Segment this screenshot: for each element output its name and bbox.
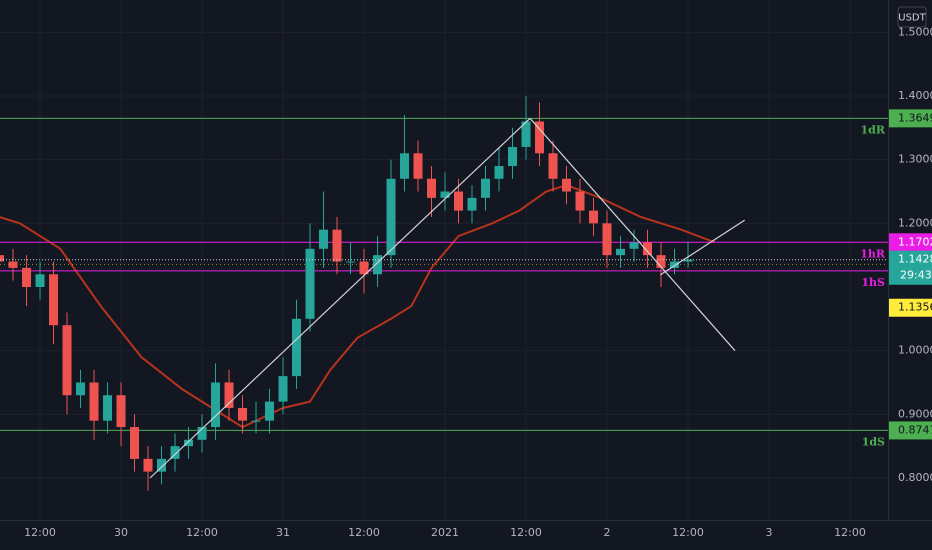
y-tick-label: 1.4000 — [898, 89, 932, 102]
candle-body — [8, 261, 18, 268]
candle-body — [143, 458, 153, 472]
candle-body — [157, 458, 167, 472]
x-tick-label: 12:00 — [834, 526, 866, 539]
candle-body — [548, 153, 558, 179]
candle-body — [22, 267, 32, 287]
price-label: 1.3649 — [898, 111, 932, 124]
x-tick-label: 12:00 — [672, 526, 704, 539]
x-tick-label: 31 — [276, 526, 290, 539]
candle-body — [589, 210, 599, 224]
candle-body — [575, 191, 585, 211]
candle-body — [616, 248, 626, 256]
plot-area: 1dR 1hR 1hS 1dS — [0, 0, 888, 520]
x-tick-label: 12:00 — [510, 526, 542, 539]
y-tick-label: 1.2000 — [898, 216, 932, 229]
candle-body — [494, 166, 504, 179]
x-tick-label: 30 — [114, 526, 128, 539]
candle-body — [49, 274, 59, 326]
candle-body — [292, 318, 302, 377]
candle-body — [386, 178, 396, 256]
candle-body — [413, 153, 423, 179]
candle-body — [319, 229, 329, 249]
candle-body — [373, 255, 383, 275]
candle-body — [170, 446, 180, 459]
level-label: 1hS — [861, 276, 885, 289]
y-tick-label: 1.3000 — [898, 153, 932, 166]
candle-body — [454, 191, 464, 211]
level-label: 1dS — [862, 435, 885, 448]
x-tick-label: 12:00 — [186, 526, 218, 539]
y-tick-label: 0.8000 — [898, 471, 932, 484]
candle-body — [103, 395, 113, 421]
trend-line — [149, 117, 531, 479]
candle-body — [602, 223, 612, 256]
x-tick-label: 12:00 — [24, 526, 56, 539]
candle-body — [683, 259, 693, 262]
candle-body — [76, 382, 86, 396]
last-price-label: 1.1428 — [898, 253, 932, 266]
trend-line — [659, 219, 746, 276]
currency[interactable]: USDT — [898, 13, 926, 24]
candle-body — [467, 197, 477, 211]
candle-body — [332, 229, 342, 262]
candle-body — [89, 382, 99, 421]
level-label: 1hR — [860, 247, 886, 260]
candle-body — [656, 255, 666, 268]
candle-body — [224, 382, 234, 408]
price-label-box — [889, 109, 932, 128]
x-tick-label: 3 — [766, 526, 773, 539]
trend-line — [529, 117, 736, 352]
candle-body — [238, 407, 248, 421]
candle-body — [251, 420, 261, 422]
candle-body — [265, 401, 275, 421]
x-tick-label: 12:00 — [348, 526, 380, 539]
candle-body — [535, 121, 545, 154]
price-label: 1.1702 — [898, 235, 932, 248]
candle-body — [508, 146, 518, 167]
candle-body — [0, 255, 5, 262]
candle-body — [359, 261, 369, 275]
x-tick-label: 2021 — [431, 526, 459, 539]
candle-body — [130, 427, 140, 459]
candle-body — [629, 242, 639, 249]
candle-body — [278, 376, 288, 402]
candle-body — [116, 395, 126, 428]
candle-body — [427, 178, 437, 198]
candle-body — [521, 121, 531, 147]
candle-body — [305, 248, 315, 319]
price-label-box — [889, 421, 932, 440]
candle-body — [562, 178, 572, 192]
candle-body — [440, 191, 450, 198]
candle-body — [211, 382, 221, 428]
moving-average — [0, 184, 716, 429]
candle-body — [197, 427, 207, 440]
candle-body — [670, 261, 680, 268]
countdown: 29:43 — [900, 269, 932, 282]
price-label-box — [889, 233, 932, 252]
candle-body — [346, 261, 356, 263]
candle-body — [481, 178, 491, 198]
currency-box[interactable] — [897, 6, 927, 28]
candle-body — [643, 242, 653, 256]
last-price-box — [889, 250, 932, 285]
price-label: 1.1356 — [898, 301, 932, 314]
candle-body — [184, 439, 194, 447]
candle-body — [35, 274, 45, 287]
candle-body — [62, 325, 72, 396]
price-label-box — [889, 298, 932, 317]
candle-body — [400, 153, 410, 179]
y-tick-label: 1.5000 — [898, 25, 932, 38]
level-label: 1dR — [861, 123, 886, 136]
price-label: 0.8747 — [898, 423, 932, 436]
x-tick-label: 2 — [604, 526, 611, 539]
